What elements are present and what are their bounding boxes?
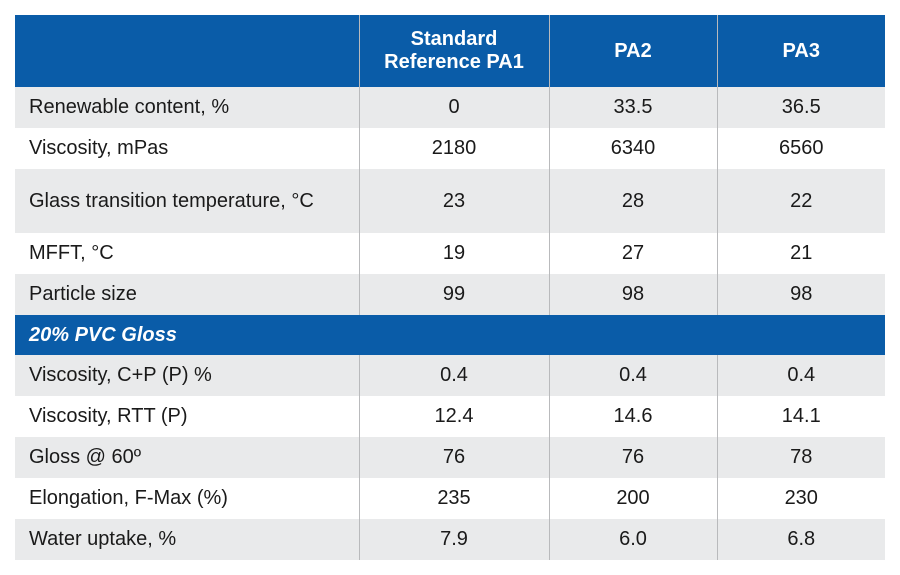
row-label: Viscosity, mPas [15,128,359,169]
cell: 12.4 [359,396,549,437]
cell: 36.5 [717,87,885,128]
table-header-row: Standard Reference PA1 PA2 PA3 [15,15,885,87]
cell: 200 [549,478,717,519]
cell: 6.0 [549,519,717,560]
cell: 230 [717,478,885,519]
cell: 33.5 [549,87,717,128]
col-header-blank [15,15,359,87]
cell: 14.1 [717,396,885,437]
col-header-pa3: PA3 [717,15,885,87]
row-label: Water uptake, % [15,519,359,560]
cell: 78 [717,437,885,478]
table-row: Elongation, F-Max (%) 235 200 230 [15,478,885,519]
cell: 6340 [549,128,717,169]
row-label: Particle size [15,274,359,315]
cell: 0 [359,87,549,128]
cell: 22 [717,169,885,233]
row-label: Gloss @ 60º [15,437,359,478]
cell: 99 [359,274,549,315]
table-row: Water uptake, % 7.9 6.0 6.8 [15,519,885,560]
table-row: Viscosity, mPas 2180 6340 6560 [15,128,885,169]
cell: 27 [549,233,717,274]
cell: 98 [549,274,717,315]
cell: 0.4 [549,355,717,396]
cell: 21 [717,233,885,274]
cell: 7.9 [359,519,549,560]
table-body: Renewable content, % 0 33.5 36.5 Viscosi… [15,87,885,560]
section-header-row: 20% PVC Gloss [15,315,885,355]
cell: 19 [359,233,549,274]
cell: 235 [359,478,549,519]
cell: 76 [359,437,549,478]
cell: 0.4 [359,355,549,396]
table-row: MFFT, °C 19 27 21 [15,233,885,274]
cell: 14.6 [549,396,717,437]
cell: 76 [549,437,717,478]
cell: 6.8 [717,519,885,560]
cell: 98 [717,274,885,315]
col-header-pa2: PA2 [549,15,717,87]
cell: 6560 [717,128,885,169]
section-title: 20% PVC Gloss [15,315,885,355]
table-row: Renewable content, % 0 33.5 36.5 [15,87,885,128]
row-label: Viscosity, RTT (P) [15,396,359,437]
cell: 0.4 [717,355,885,396]
col-header-pa1: Standard Reference PA1 [359,15,549,87]
table-row: Viscosity, RTT (P) 12.4 14.6 14.1 [15,396,885,437]
row-label: Viscosity, C+P (P) % [15,355,359,396]
row-label: MFFT, °C [15,233,359,274]
cell: 23 [359,169,549,233]
properties-table: Standard Reference PA1 PA2 PA3 Renewable… [15,15,885,560]
row-label: Elongation, F-Max (%) [15,478,359,519]
table-row: Particle size 99 98 98 [15,274,885,315]
cell: 2180 [359,128,549,169]
row-label: Renewable content, % [15,87,359,128]
row-label: Glass transition temperature, °C [15,169,359,233]
cell: 28 [549,169,717,233]
table-row: Viscosity, C+P (P) % 0.4 0.4 0.4 [15,355,885,396]
table-row: Gloss @ 60º 76 76 78 [15,437,885,478]
table-row: Glass transition temperature, °C 23 28 2… [15,169,885,233]
